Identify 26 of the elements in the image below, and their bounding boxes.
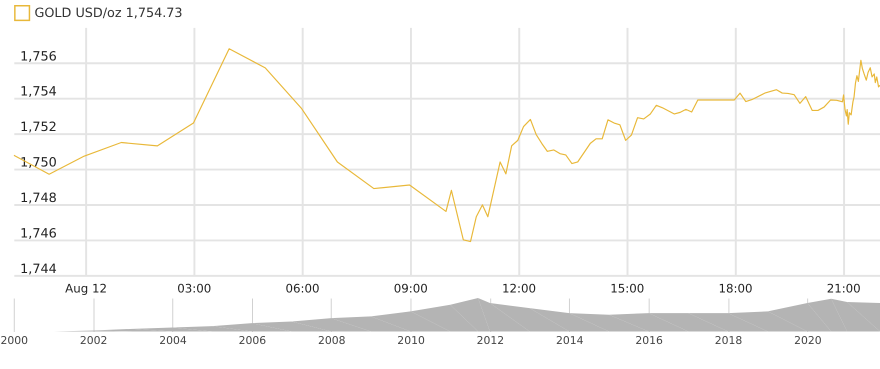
y-tick-label: 1,746 — [20, 226, 57, 242]
y-tick-label: 1,754 — [20, 84, 57, 100]
x-tick-label: 2010 — [397, 334, 425, 347]
x-tick-label: 03:00 — [177, 282, 212, 296]
x-tick-label: 15:00 — [610, 282, 644, 296]
x-tick-label: 2006 — [238, 334, 266, 347]
x-tick-label: 2018 — [714, 334, 742, 347]
y-tick-label: 1,748 — [20, 191, 57, 206]
x-tick-label: 18:00 — [718, 282, 752, 296]
y-tick-label: 1,756 — [20, 49, 57, 64]
x-tick-label: 2004 — [159, 334, 187, 347]
y-tick-label: 1,744 — [20, 262, 57, 277]
x-tick-label: 12:00 — [502, 282, 536, 296]
x-tick-label: 2002 — [80, 334, 108, 347]
x-tick-label: 2016 — [635, 334, 664, 347]
x-tick-label: 2014 — [556, 334, 584, 347]
x-tick-label: Aug 12 — [65, 282, 107, 296]
x-tick-label: 2012 — [476, 334, 504, 347]
x-tick-label: 2008 — [318, 334, 346, 347]
x-tick-label: 21:00 — [826, 282, 861, 296]
x-tick-label: 09:00 — [394, 282, 428, 296]
x-tick-label: 2000 — [0, 334, 28, 347]
y-tick-label: 1,752 — [20, 120, 57, 136]
x-tick-label: 2020 — [794, 334, 822, 347]
legend-label: GOLD USD/oz 1,754.73 — [34, 6, 183, 21]
x-tick-label: 06:00 — [286, 282, 320, 296]
